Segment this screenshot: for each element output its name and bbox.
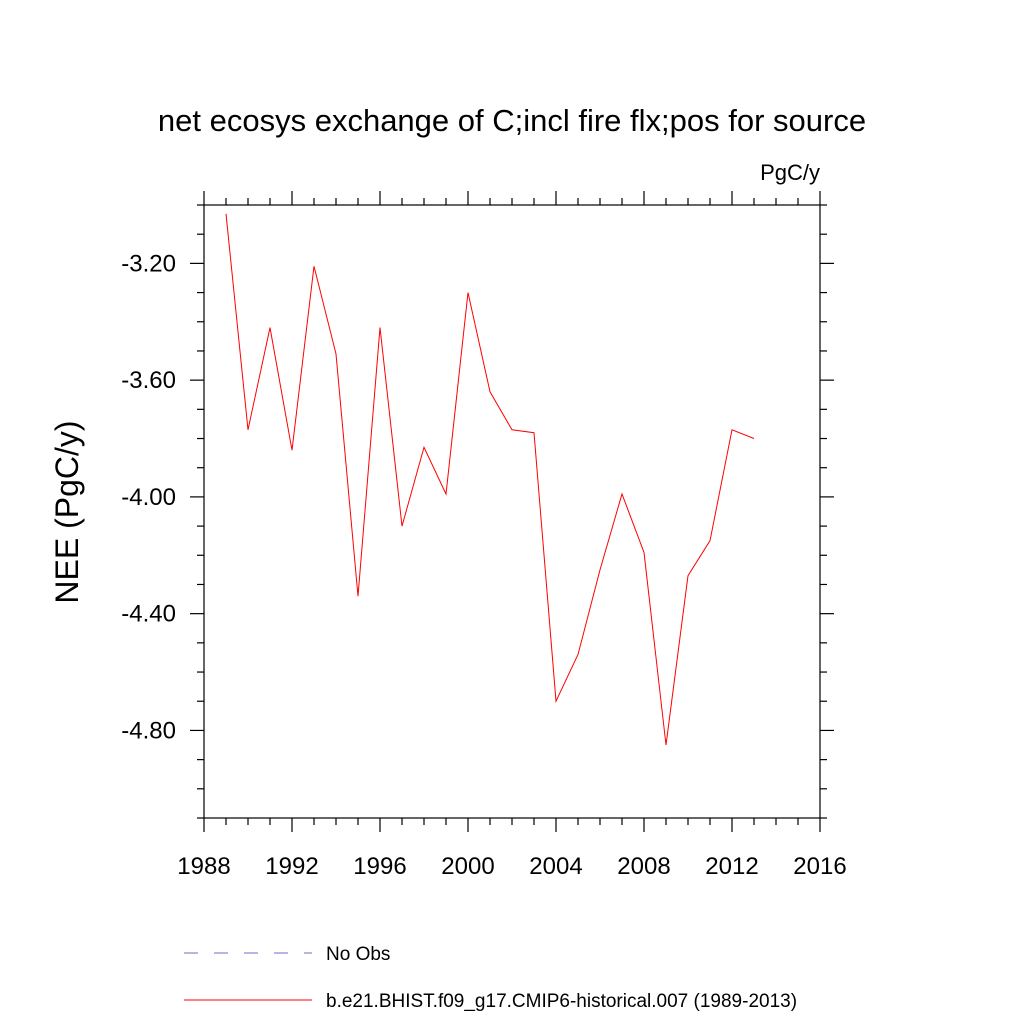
y-tick-labels: -4.80 -4.40 -4.00 -3.60 -3.20 [121,250,176,744]
plot-frame [203,204,821,819]
x-tick-label: 1996 [353,853,406,880]
x-tick-labels: 1988 1992 1996 2000 2004 2008 2012 2016 [177,853,846,880]
x-tick-label: 2016 [793,853,846,880]
y-tick-label: -4.80 [121,717,176,744]
y-tick-label: -3.60 [121,367,176,394]
x-tick-label: 2000 [441,853,494,880]
y-tick-label: -3.20 [121,250,176,277]
x-tick-label: 1988 [177,853,230,880]
legend-label: b.e21.BHIST.f09_g17.CMIP6-historical.007… [326,991,797,1012]
axis-ticks [190,191,834,832]
y-axis-label: NEE (PgC/y) [49,420,85,603]
x-tick-label: 1992 [265,853,318,880]
units-label: PgC/y [760,160,820,185]
legend: No Obs b.e21.BHIST.f09_g17.CMIP6-historic… [184,944,797,1012]
series-layer [225,213,755,746]
series-line [225,213,755,746]
legend-label: No Obs [326,944,390,965]
x-tick-label: 2012 [705,853,758,880]
x-tick-label: 2008 [617,853,670,880]
y-tick-label: -4.00 [121,484,176,511]
y-tick-label: -4.40 [121,601,176,628]
chart-title: net ecosys exchange of C;incl fire flx;p… [158,103,866,138]
x-tick-label: 2004 [529,853,582,880]
